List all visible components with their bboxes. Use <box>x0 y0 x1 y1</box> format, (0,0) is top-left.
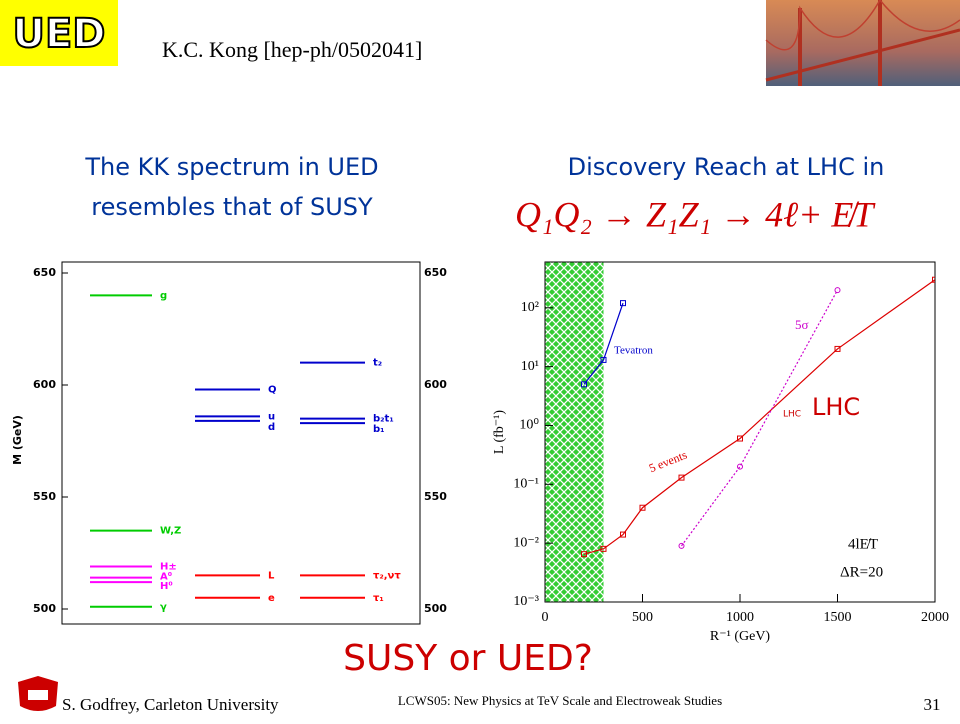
level-label: b₂t₁ <box>373 414 394 425</box>
university-logo <box>18 676 58 711</box>
bridge-picture <box>765 0 960 86</box>
shaded-region <box>545 262 604 602</box>
badge: UED <box>12 11 105 57</box>
plot-area <box>581 276 935 558</box>
level-label: Q <box>268 384 277 395</box>
level-label: u <box>268 411 275 422</box>
marker <box>932 276 935 283</box>
x-tick-label: 0 <box>542 610 549 625</box>
y-tick-label: 650 <box>33 266 56 279</box>
marker <box>620 531 626 538</box>
x-axis-title: R⁻¹ (GeV) <box>710 629 771 644</box>
marker <box>600 356 607 363</box>
y-tick-label: 10⁻³ <box>513 594 539 609</box>
level-label: τ₂,ντ <box>373 570 401 581</box>
y-tick-label: 10² <box>521 300 539 315</box>
y-tick-label: 10¹ <box>521 359 539 374</box>
level-label: t₂ <box>373 358 382 369</box>
badge-box <box>0 0 118 66</box>
x-tick-label: 1000 <box>726 610 754 625</box>
marker <box>678 542 685 549</box>
y-tick-label: 10⁰ <box>519 418 539 433</box>
marker <box>581 381 587 388</box>
x-tick-label: 1500 <box>824 610 852 625</box>
question: SUSY or UED? <box>343 638 593 679</box>
y-tick-label: 600 <box>33 378 56 391</box>
level-label: W,Z <box>160 526 181 537</box>
level-label: τ₁ <box>373 593 384 604</box>
level-label: e <box>268 593 275 604</box>
footer-author: S. Godfrey, Carleton University <box>62 695 279 714</box>
level-label: H⁰ <box>160 581 173 592</box>
left-heading: The KK spectrum in UED <box>84 153 378 181</box>
y-tick-label: 500 <box>33 602 56 615</box>
level-label: H± <box>160 561 177 572</box>
marker <box>678 474 685 481</box>
annotation: LHC <box>812 393 860 421</box>
y-tick-label: 10⁻² <box>513 535 539 550</box>
footer-conference: LCWS05: New Physics at TeV Scale and Ele… <box>398 693 722 708</box>
x-tick-label: 2000 <box>921 610 949 625</box>
annotation: ΔR=20 <box>840 564 883 580</box>
y-tick-label: 10⁻¹ <box>513 477 539 492</box>
level-label: b₁ <box>373 424 385 435</box>
marker <box>581 551 587 558</box>
marker <box>834 287 841 294</box>
marker <box>834 345 841 352</box>
marker <box>639 504 646 511</box>
marker <box>600 545 607 552</box>
y-tick-label: 650 <box>424 266 447 279</box>
y-tick-label: 600 <box>424 378 447 391</box>
plot-frame <box>61 261 421 625</box>
annotation: 4lE̸T <box>848 536 878 552</box>
series-line <box>583 302 624 385</box>
level-label: g <box>160 290 167 301</box>
level-label: L <box>268 570 275 581</box>
y-axis-title: M (GeV) <box>11 415 24 465</box>
y-tick-label: 550 <box>424 490 447 503</box>
annotation: LHC <box>783 410 801 420</box>
y-tick-label: 550 <box>33 490 56 503</box>
level-label: γ <box>160 602 167 613</box>
series-label: 5 events <box>647 447 689 475</box>
footer-page: 31 <box>924 695 941 714</box>
right-heading: Discovery Reach at LHC in <box>568 153 885 181</box>
marker <box>620 300 626 307</box>
reference: K.C. Kong [hep-ph/0502041] <box>162 37 422 62</box>
series-label: Tevatron <box>614 345 653 357</box>
y-tick-label: 500 <box>424 602 447 615</box>
y-axis-title: L (fb⁻¹) <box>492 410 507 454</box>
level-label: d <box>268 422 275 433</box>
marker <box>737 463 743 470</box>
x-tick-label: 500 <box>632 610 653 625</box>
left-heading: resembles that of SUSY <box>91 193 373 221</box>
level-label: A⁰ <box>160 572 172 583</box>
series-label: 5σ <box>795 317 809 332</box>
marker <box>737 435 743 442</box>
series-line <box>681 289 839 547</box>
process: Q₁Q₂ → Z₁Z₁ → 4ℓ+ E̸T <box>515 194 876 234</box>
series-line <box>583 279 935 555</box>
